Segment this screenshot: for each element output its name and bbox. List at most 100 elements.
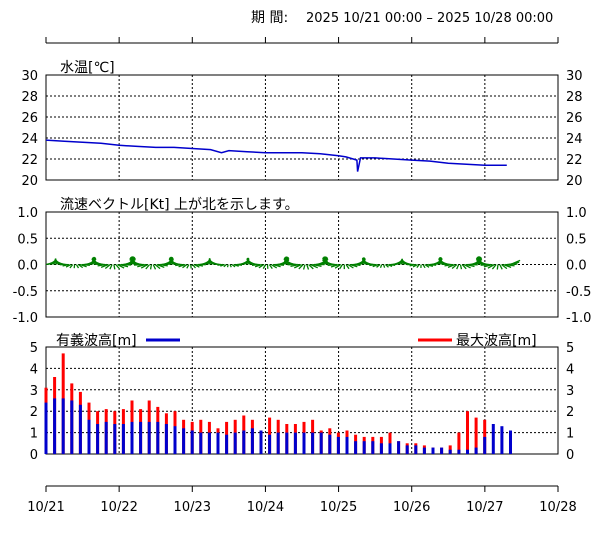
x-tick-label: 10/21 (27, 500, 64, 515)
y-tick-label-right: 0 (566, 448, 574, 463)
y-tick-label-right: 20 (566, 174, 583, 189)
sig-wave-bar (131, 422, 134, 454)
y-tick-label-left: 0.5 (17, 232, 38, 247)
sig-wave-bar (423, 448, 426, 454)
current-vector (307, 265, 309, 270)
temperature-title: 水温[℃] (60, 60, 115, 76)
max-wave-legend-label: 最大波高[m] (456, 332, 537, 349)
y-tick-label-left: -0.5 (13, 285, 38, 300)
sig-wave-bar (346, 437, 349, 454)
x-tick-label: 10/28 (539, 500, 576, 515)
y-tick-label-right: 22 (566, 153, 583, 168)
sig-wave-bar (406, 445, 409, 454)
sig-wave-bar (483, 437, 486, 454)
period-range: 2025 10/21 00:00 – 2025 10/28 00:00 (306, 11, 553, 26)
sig-wave-bar (234, 433, 237, 454)
sig-wave-bar (303, 433, 306, 454)
current-vector (497, 265, 498, 270)
y-tick-label-left: 4 (30, 362, 38, 377)
y-tick-label-left: 26 (21, 111, 38, 126)
sig-wave-bar (397, 441, 400, 454)
y-tick-label-left: 28 (21, 90, 38, 105)
sig-wave-bar (277, 433, 280, 454)
sig-wave-bar (328, 435, 331, 454)
sig-wave-bar (79, 405, 82, 454)
y-tick-label-right: 5 (566, 341, 574, 356)
top-time-axis (46, 37, 558, 43)
y-tick-label-right: 0.0 (566, 259, 587, 274)
sig-wave-bar (260, 431, 263, 455)
y-tick-label-left: -1.0 (13, 311, 38, 326)
sig-wave-bar (380, 443, 383, 454)
y-tick-label-right: 4 (566, 362, 574, 377)
sig-wave-bar (363, 441, 366, 454)
x-tick-label: 10/26 (393, 500, 430, 515)
y-tick-label-right: 30 (566, 69, 583, 84)
sig-wave-bar (440, 448, 443, 454)
sig-wave-bar (449, 450, 452, 454)
sig-wave-bar (242, 431, 245, 455)
sig-wave-bar (268, 435, 271, 454)
max-wave-bar (466, 411, 469, 454)
sig-wave-bar (466, 450, 469, 454)
sig-wave-bar (294, 433, 297, 454)
sig-wave-bar (88, 420, 91, 454)
sig-wave-legend-label: 有義波高[m] (56, 332, 137, 349)
y-tick-label-right: 24 (566, 132, 583, 147)
current-vector (381, 265, 382, 268)
sig-wave-bar (492, 424, 495, 454)
sig-wave-bar (105, 422, 108, 454)
x-tick-label: 10/25 (320, 500, 357, 515)
sig-wave-bar (139, 422, 142, 454)
y-tick-label-left: 0 (30, 448, 38, 463)
current-right-ticks: 1.00.50.0-0.5-1.0 (566, 206, 591, 326)
y-tick-label-left: 24 (21, 132, 38, 147)
sig-wave-bar (432, 448, 435, 454)
x-tick-label: 10/23 (174, 500, 211, 515)
y-tick-label-right: 28 (566, 90, 583, 105)
y-tick-label-right: 3 (566, 384, 574, 399)
sig-wave-bar (217, 433, 220, 454)
y-tick-label-left: 20 (21, 174, 38, 189)
y-tick-label-left: 1.0 (17, 206, 38, 221)
sig-wave-bar (475, 448, 478, 454)
current-vector (304, 265, 305, 270)
period-label: 期 間: (251, 10, 288, 26)
y-tick-label-left: 3 (30, 384, 38, 399)
sig-wave-bar (337, 437, 340, 454)
y-tick-label-left: 1 (30, 427, 38, 442)
sig-wave-bar (96, 424, 99, 454)
sig-wave-bar (199, 433, 202, 454)
current-vector (384, 265, 385, 268)
sig-wave-bar (414, 445, 417, 454)
sig-wave-bar (208, 433, 211, 454)
sig-wave-bar (148, 422, 151, 454)
current-vectors (46, 256, 520, 269)
sig-wave-bar (311, 433, 314, 454)
y-tick-label-left: 0.0 (17, 259, 38, 274)
sig-wave-bar (225, 435, 228, 454)
y-tick-label-right: 0.5 (566, 232, 587, 247)
current-title: 流速ベクトル[Kt] 上が北を示します。 (60, 197, 299, 213)
x-tick-label: 10/27 (466, 500, 503, 515)
y-tick-label-right: -0.5 (566, 285, 591, 300)
y-tick-label-right: -1.0 (566, 311, 591, 326)
current-vector (460, 265, 461, 270)
sig-wave-bar (251, 428, 254, 454)
sig-wave-bar (113, 424, 116, 454)
y-tick-label-left: 30 (21, 69, 38, 84)
sig-wave-bar (45, 403, 48, 454)
sig-wave-bar (389, 443, 392, 454)
sig-wave-bar (191, 431, 194, 455)
current-vector (191, 265, 192, 269)
sig-wave-bar (371, 441, 374, 454)
temperature-grid (46, 75, 558, 180)
